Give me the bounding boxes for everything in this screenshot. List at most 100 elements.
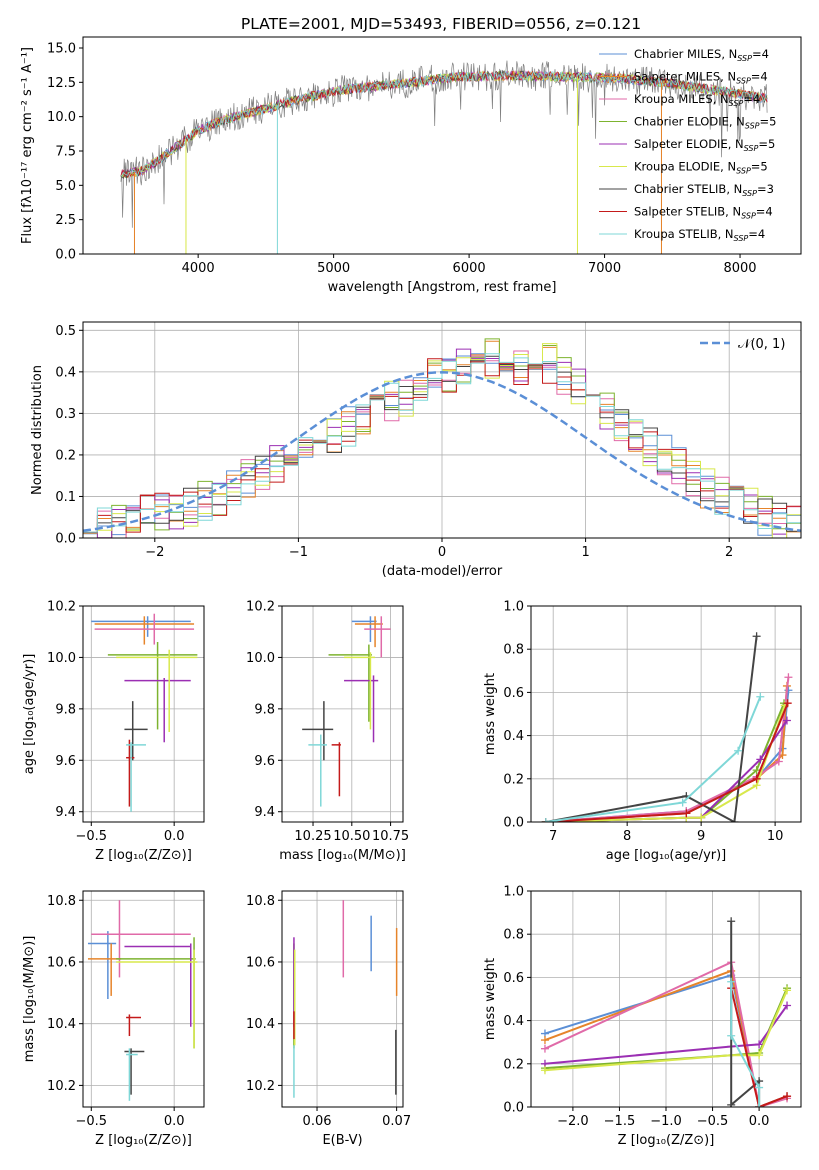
weight_vs_Z-marker-5-3 [783, 986, 792, 995]
spectrum-legend-label-5: Kroupa ELODIE, NSSP=5 [634, 160, 768, 176]
residuals-xtick-label-0: −2 [145, 545, 164, 560]
mass_vs_Z-frame [82, 890, 205, 1108]
mass_vs_ebv-ytick-label-2: 10.6 [246, 955, 275, 970]
spectrum-legend-nssp-5: =5 [751, 160, 768, 174]
mass_vs_ebv-xlabel: E(B-V) [322, 1133, 362, 1148]
spectrum-legend-subscript-7: SSP [741, 212, 756, 221]
residuals-xtick-label-3: 1 [581, 545, 589, 560]
weight_vs_age-marker-6-3 [752, 632, 761, 641]
weight_vs_Z-ytick-label-2: 0.4 [503, 1014, 524, 1029]
spectrum-legend-subscript-6: SSP [742, 189, 757, 198]
age_vs_Z-ytick-label-3: 10.0 [47, 651, 76, 666]
spectrum-legend-nssp-7: =4 [756, 205, 773, 219]
spectrum-plot-area [120, 60, 768, 254]
weight_vs_age-xtick-label-3: 10 [767, 829, 784, 844]
mass_vs_Z-ytick-label-2: 10.6 [47, 955, 76, 970]
weight_vs_age-ytick-label-5: 1.0 [503, 600, 524, 615]
weight_vs_Z-marker-8-1 [727, 1031, 736, 1040]
spectrum-xtick-label-4: 8000 [723, 261, 756, 276]
age_vs_Z-ytick-label-0: 9.4 [55, 805, 76, 820]
weight_vs_Z-ytick-label-0: 0.0 [503, 1101, 524, 1116]
residuals-ytick-label-1: 0.1 [55, 490, 76, 505]
weight_vs_Z-marker-8-3 [755, 1103, 764, 1107]
age_vs_mass-xtick-label-2: 10.75 [372, 829, 409, 844]
weight_vs_Z-marker-6-1 [727, 1100, 736, 1107]
weight_vs_Z-ytick-label-4: 0.8 [503, 928, 524, 943]
spectrum-legend-subscript-2: SSP [729, 99, 744, 108]
residuals-plot-area [83, 338, 801, 538]
age_vs_mass-ytick-label-4: 10.2 [246, 600, 275, 615]
weight_vs_Z-marker-6-0 [727, 917, 736, 926]
mass_vs_Z-ytick-label-3: 10.8 [47, 894, 76, 909]
residuals-legend-label: 𝒩(0, 1) [738, 337, 785, 352]
weight_vs_Z-marker-5-2 [755, 1051, 764, 1060]
residuals-xtick-label-1: −1 [289, 545, 308, 560]
weight_vs_age-marker-8-0 [541, 818, 550, 822]
mass_vs_Z-ytick-label-0: 10.2 [47, 1079, 76, 1094]
weight_vs_age-axes: 7 8 9 10 0.0 0.2 0.4 0.6 0.8 1.0 age [log₁₀(age/yr… [483, 600, 802, 863]
spectrum-legend-subscript-3: SSP [745, 122, 760, 131]
residuals-ytick-label-5: 0.5 [55, 324, 76, 339]
weight_vs_Z-ytick-label-1: 0.2 [503, 1057, 524, 1072]
spectrum-legend-subscript-0: SSP [737, 54, 752, 63]
residuals-ytick-label-3: 0.3 [55, 407, 76, 422]
residuals-axes: −2 −1 0 1 2 0.0 0.1 0.2 0.3 0.4 0.5 (data-model)/er… [30, 321, 802, 579]
weight_vs_Z-plot-area [540, 917, 792, 1107]
weight_vs_age-ytick-label-1: 0.2 [503, 772, 524, 787]
spectrum-legend-subscript-4: SSP [744, 144, 759, 153]
age_vs_mass-ytick-label-0: 9.4 [254, 805, 275, 820]
figure-title: PLATE=2001, MJD=53493, FIBERID=0556, z=0… [241, 15, 641, 33]
spectrum-xtick-label-0: 4000 [182, 261, 215, 276]
residuals-ytick-label-2: 0.2 [55, 448, 76, 463]
residuals-xtick-label-2: 0 [438, 545, 446, 560]
age_vs_mass-xtick-label-0: 10.25 [294, 829, 331, 844]
weight_vs_age-frame [530, 605, 802, 823]
weight_vs_Z-line-5 [544, 990, 788, 1072]
spectrum-legend-subscript-5: SSP [736, 167, 751, 176]
weight_vs_age-line-8 [545, 696, 762, 822]
spectrum-legend: Chabrier MILES, NSSP=4 Salpeter MILES, NS… [599, 47, 776, 243]
weight_vs_age-ytick-label-2: 0.4 [503, 729, 524, 744]
residuals-xlabel: (data-model)/error [382, 564, 503, 579]
spectrum-ytick-label-1: 2.5 [55, 213, 76, 228]
weight_vs_age-marker-7-1 [682, 809, 691, 818]
weight_vs_Z-line-7 [730, 987, 788, 1107]
mass_vs_Z-plot-area [87, 900, 198, 1101]
weight_vs_Z-marker-4-3 [783, 1001, 792, 1010]
weight_vs_age-marker-7-3 [783, 699, 792, 708]
mass_vs_ebv-xtick-label-0: 0.06 [303, 1114, 332, 1129]
weight_vs_Z-xtick-label-0: −2.0 [557, 1114, 589, 1129]
spectrum-legend-nssp-3: =5 [760, 115, 777, 129]
weight_vs_age-line-6 [545, 636, 758, 822]
weight_vs_Z-ytick-label-3: 0.6 [503, 971, 524, 986]
spectrum-xtick-label-1: 5000 [317, 261, 350, 276]
spectrum-legend-nssp-8: =4 [748, 227, 765, 241]
age_vs_mass-frame [281, 605, 404, 823]
spectrum-legend-label-3: Chabrier ELODIE, NSSP=5 [634, 115, 776, 131]
age_vs_Z-plot-area [91, 613, 198, 812]
residuals-legend: 𝒩(0, 1) [700, 337, 785, 352]
weight_vs_Z-xtick-label-3: −0.5 [697, 1114, 729, 1129]
weight_vs_age-marker-5-2 [697, 813, 706, 822]
weight_vs_age-xtick-label-2: 9 [697, 829, 705, 844]
weight_vs_age-xtick-label-0: 7 [549, 829, 557, 844]
weight_vs_age-ytick-label-3: 0.6 [503, 686, 524, 701]
weight_vs_Z-ylabel: mass weight [483, 958, 498, 1040]
mass_vs_Z-xlabel: Z [log₁₀(Z/Z⊙)] [95, 1133, 192, 1148]
mass_vs_ebv-frame [281, 890, 404, 1108]
weight_vs_Z-line-2 [544, 960, 788, 1107]
weight_vs_Z-marker-4-2 [755, 1040, 764, 1049]
weight_vs_age-marker-6-2 [730, 818, 739, 822]
spectrum-ytick-label-3: 7.5 [55, 144, 76, 159]
weight_vs_age-marker-2-3 [774, 757, 783, 766]
weight_vs_Z-line-8 [730, 981, 761, 1107]
weight_vs_Z-xtick-label-4: 0.0 [749, 1114, 770, 1129]
spectrum-ylabel: Flux [fλ10⁻¹⁷ erg cm⁻² s⁻¹ A⁻¹] [20, 47, 35, 244]
age_vs_Z-xtick-label-0: −0.5 [75, 829, 107, 844]
spectrum-legend-label-4: Salpeter ELODIE, NSSP=5 [634, 137, 775, 153]
residuals-xtick-label-4: 2 [725, 545, 733, 560]
weight_vs_age-marker-8-1 [678, 798, 687, 807]
mass_vs_ebv-ytick-label-0: 10.2 [246, 1079, 275, 1094]
age_vs_mass-xlabel: mass [log₁₀(M/M⊙)] [279, 848, 406, 863]
